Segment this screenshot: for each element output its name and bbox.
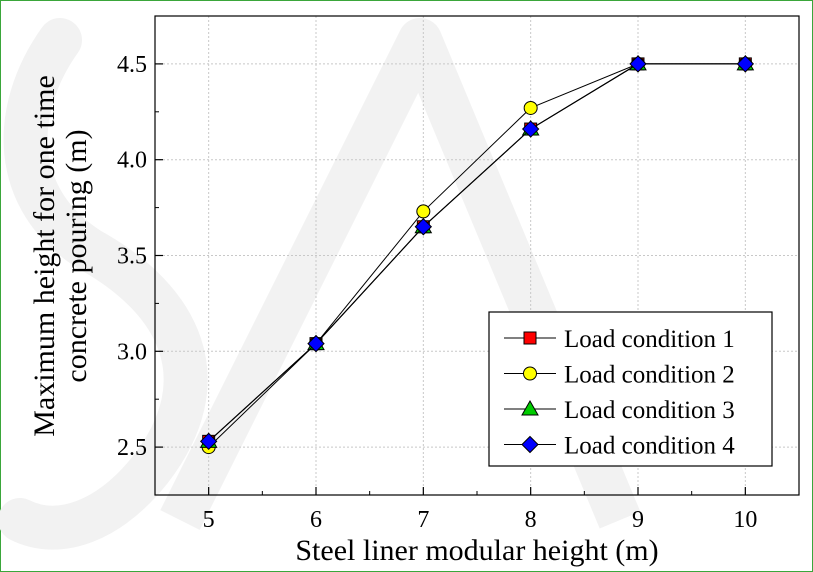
x-tick-label: 6 <box>310 507 322 533</box>
x-tick-label: 9 <box>632 507 644 533</box>
data-point-diamond <box>521 120 540 138</box>
legend-marker-diamond <box>521 435 539 454</box>
legend-marker-square <box>523 331 537 345</box>
legend-item-1: Load condition 1 <box>504 326 735 353</box>
legend-label: Load condition 4 <box>564 433 735 460</box>
data-point-circle <box>523 100 538 115</box>
data-point-diamond <box>736 55 755 73</box>
data-point-diamond <box>629 55 647 73</box>
legend-item-3: Load condition 3 <box>504 397 735 424</box>
series <box>199 54 755 455</box>
legend-item-4: Load condition 4 <box>504 433 735 460</box>
legend-item-2: Load condition 2 <box>504 362 735 389</box>
legend-label: Load condition 3 <box>564 397 735 424</box>
legend-marker-circle <box>523 366 537 381</box>
x-axis-title: Steel liner modular height (m) <box>295 534 658 567</box>
y-tick-label: 3.0 <box>117 339 147 365</box>
axis-ticks: 5 6 7 8 9 10 2.5 3.0 3.5 4.0 4.5 <box>117 15 800 533</box>
x-tick-label: 10 <box>733 507 757 533</box>
series-load-condition-4 <box>199 55 755 451</box>
legend-items: Load condition 1 Load condition 2 Load con… <box>504 326 735 460</box>
x-tick-label: 8 <box>525 507 537 533</box>
y-tick-label: 4.0 <box>117 148 147 174</box>
legend-label: Load condition 2 <box>564 362 735 389</box>
y-axis-title-line-1: Maximum height for one time <box>28 75 61 437</box>
legend: Load condition 1 Load condition 2 Load con… <box>488 311 773 467</box>
legend-marker-triangle <box>521 399 539 416</box>
data-point-diamond <box>199 432 218 451</box>
data-point-circle <box>416 204 431 219</box>
series-line <box>208 63 746 442</box>
data-point-diamond <box>307 334 325 353</box>
data-point-diamond <box>414 218 433 236</box>
x-tick-label: 7 <box>417 507 429 533</box>
x-tick-label: 5 <box>203 507 215 533</box>
y-tick-label: 3.5 <box>117 244 147 270</box>
legend-label: Load condition 1 <box>564 326 735 353</box>
y-axis-title-line-2: concrete pouring (m) <box>60 129 93 382</box>
y-tick-label: 4.5 <box>117 52 147 78</box>
y-tick-label: 2.5 <box>117 435 147 461</box>
